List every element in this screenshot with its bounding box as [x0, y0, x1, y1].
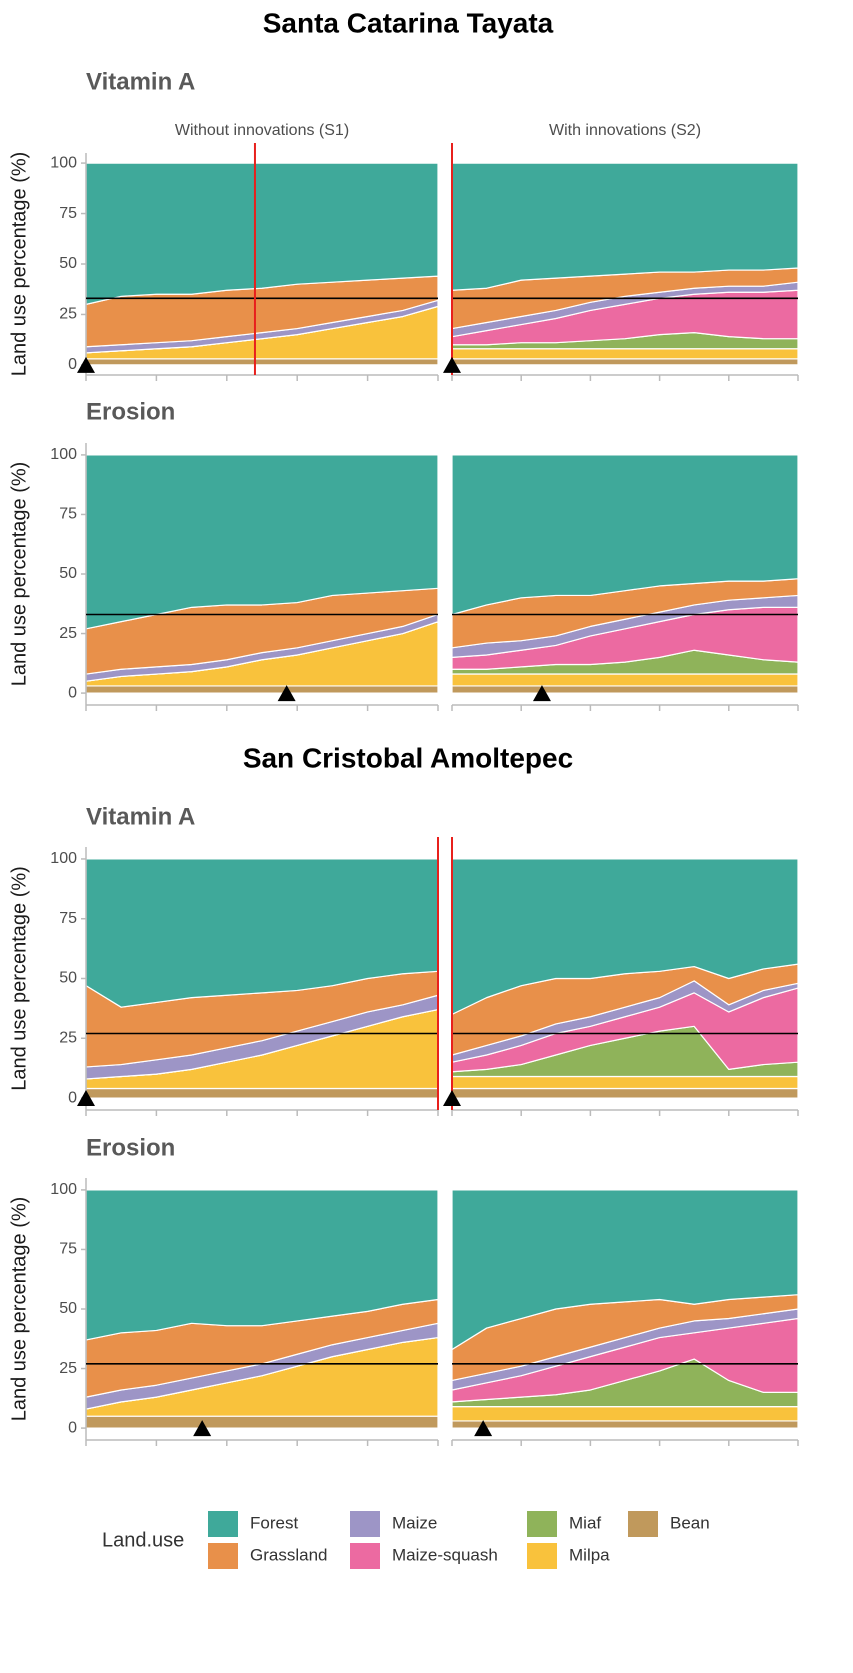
y-tick-label: 50: [59, 1300, 77, 1317]
row-title: Vitamin A: [86, 68, 195, 95]
y-tick-label: 100: [50, 850, 77, 867]
marker: [277, 685, 296, 702]
area: [85, 454, 439, 630]
area: [85, 162, 439, 305]
legend-key: [350, 1511, 380, 1537]
facet-label: With innovations (S2): [549, 122, 701, 139]
area: [451, 1420, 799, 1429]
y-tick-label: 0: [68, 1089, 77, 1106]
y-tick-label: 75: [59, 1241, 77, 1258]
legend-key: [628, 1511, 658, 1537]
legend-key: [350, 1543, 380, 1569]
y-tick-label: 75: [59, 205, 77, 222]
row-title: Erosion: [86, 398, 175, 425]
area: [85, 1087, 439, 1099]
area: [85, 1415, 439, 1429]
row-title: Erosion: [86, 1134, 175, 1161]
area: [451, 1087, 799, 1099]
y-tick-label: 0: [68, 684, 77, 701]
area: [451, 858, 799, 1015]
area: [451, 162, 799, 291]
area: [85, 685, 439, 694]
y-tick-label: 50: [59, 970, 77, 987]
legend-label: Maize-squash: [392, 1545, 498, 1564]
y-tick-label: 50: [59, 255, 77, 272]
marker: [77, 356, 95, 373]
marker: [77, 1090, 95, 1107]
marker: [443, 1090, 461, 1107]
marker: [443, 356, 461, 373]
legend-label: Milpa: [569, 1545, 610, 1564]
marker: [193, 1420, 212, 1437]
facet-label: Without innovations (S1): [175, 122, 349, 139]
y-tick-label: 25: [59, 1029, 77, 1046]
area: [451, 1406, 799, 1422]
area: [451, 358, 799, 366]
y-tick-label: 75: [59, 910, 77, 927]
legend-label: Bean: [670, 1513, 710, 1532]
y-tick-label: 0: [68, 1419, 77, 1436]
legend-key: [208, 1511, 238, 1537]
y-tick-label: 50: [59, 565, 77, 582]
legend-label: Miaf: [569, 1513, 601, 1532]
y-axis-label: Land use percentage (%): [8, 462, 30, 687]
legend-label: Maize: [392, 1513, 437, 1532]
y-axis-label: Land use percentage (%): [8, 866, 30, 1091]
area: [451, 685, 799, 694]
legend-label: Grassland: [250, 1545, 327, 1564]
row-title: Vitamin A: [86, 803, 195, 830]
y-tick-label: 75: [59, 506, 77, 523]
legend-label: Forest: [250, 1513, 298, 1532]
y-axis-label: Land use percentage (%): [8, 1197, 30, 1422]
y-axis-label: Land use percentage (%): [8, 152, 30, 377]
y-tick-label: 25: [59, 625, 77, 642]
area: [451, 454, 799, 616]
site-title: San Cristobal Amoltepec: [243, 742, 573, 773]
area: [451, 1189, 799, 1351]
y-tick-label: 25: [59, 306, 77, 323]
legend-key: [527, 1543, 557, 1569]
area: [451, 673, 799, 687]
y-tick-label: 0: [68, 356, 77, 373]
area: [85, 1189, 439, 1341]
area: [451, 1075, 799, 1090]
y-tick-label: 100: [50, 1181, 77, 1198]
legend-title: Land.use: [102, 1529, 184, 1551]
y-tick-label: 100: [50, 154, 77, 171]
y-tick-label: 100: [50, 446, 77, 463]
marker: [532, 685, 551, 702]
site-title: Santa Catarina Tayata: [263, 7, 554, 38]
y-tick-label: 25: [59, 1360, 77, 1377]
legend-key: [527, 1511, 557, 1537]
legend-key: [208, 1543, 238, 1569]
area: [451, 348, 799, 360]
marker: [474, 1420, 493, 1437]
area: [85, 358, 439, 366]
